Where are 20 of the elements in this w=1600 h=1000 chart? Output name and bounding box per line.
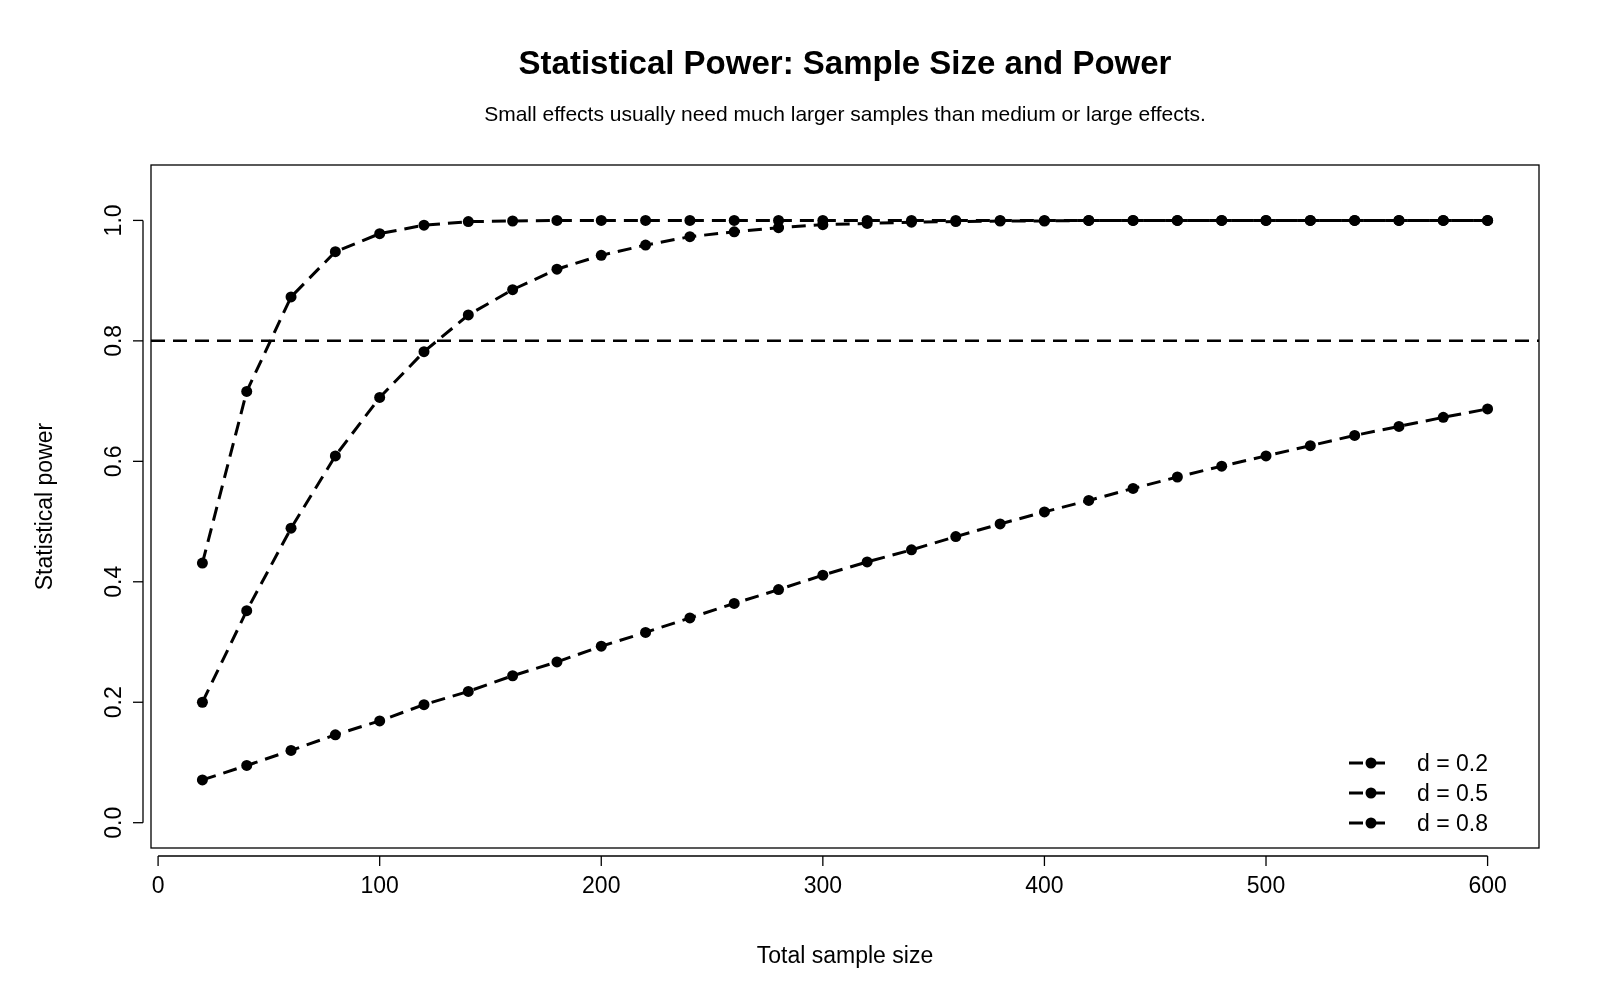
y-tick-label: 0.2 bbox=[100, 686, 126, 719]
y-tick-label: 0.8 bbox=[100, 324, 126, 357]
x-tick-label: 200 bbox=[582, 872, 621, 898]
x-tick-label: 600 bbox=[1468, 872, 1507, 898]
y-tick-label: 0.0 bbox=[100, 806, 126, 839]
y-tick-label: 1.0 bbox=[100, 204, 126, 237]
legend-label: d = 0.5 bbox=[1417, 780, 1488, 806]
x-axis-title: Total sample size bbox=[756, 942, 934, 968]
chart-title: Statistical Power: Sample Size and Power bbox=[518, 44, 1172, 81]
y-axis-title: Statistical power bbox=[31, 422, 57, 591]
y-tick-label: 0.4 bbox=[100, 565, 126, 598]
x-tick-label: 500 bbox=[1246, 872, 1286, 898]
x-tick-label: 300 bbox=[803, 872, 843, 898]
x-tick-label: 400 bbox=[1025, 872, 1064, 898]
x-tick-label: 0 bbox=[151, 872, 165, 898]
x-tick-label: 100 bbox=[360, 872, 399, 898]
legend-label: d = 0.8 bbox=[1417, 810, 1488, 836]
chart-subtitle: Small effects usually need much larger samples than medium or large effects. bbox=[484, 102, 1206, 125]
legend-label: d = 0.2 bbox=[1417, 750, 1488, 776]
y-tick-label: 0.6 bbox=[100, 445, 126, 478]
